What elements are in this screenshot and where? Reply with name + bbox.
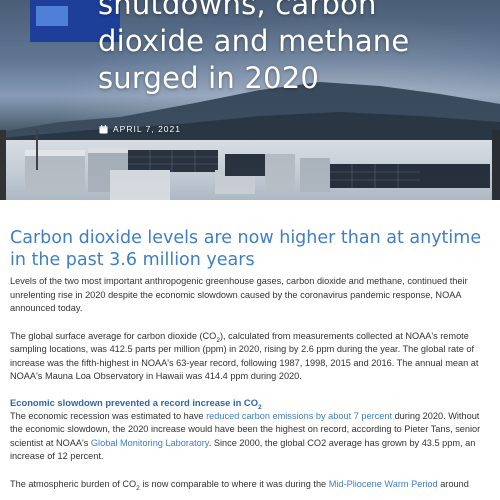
- paragraph-text: The economic recession was estimated to …: [10, 411, 206, 421]
- article-title: shutdowns, carbon dioxide and methane su…: [98, 0, 488, 97]
- publish-date: APRIL 7, 2021: [99, 124, 181, 134]
- pliocene-link[interactable]: Mid-Pliocene Warm Period: [329, 479, 438, 489]
- date-text: APRIL 7, 2021: [113, 124, 181, 134]
- paragraph-text: is now comparable to where it was during…: [140, 479, 329, 489]
- logo-mark: [36, 6, 68, 26]
- calendar-icon: [99, 125, 108, 134]
- paragraph-atmospheric-burden: The atmospheric burden of CO2 is now com…: [10, 478, 490, 492]
- section-subheading: Economic slowdown prevented a record inc…: [10, 397, 490, 409]
- gml-link[interactable]: Global Monitoring Laboratory: [91, 438, 209, 448]
- paragraph-text: around: [438, 479, 469, 489]
- lead-heading: Carbon dioxide levels are now higher tha…: [10, 227, 490, 271]
- paragraph-global-average: The global surface average for carbon di…: [10, 330, 490, 384]
- article-body: Carbon dioxide levels are now higher tha…: [10, 227, 490, 491]
- paragraph-text: The atmospheric burden of CO: [10, 479, 136, 489]
- paragraph-economic-slowdown: The economic recession was estimated to …: [10, 410, 490, 464]
- emissions-link[interactable]: reduced carbon emissions by about 7 perc…: [206, 411, 392, 421]
- paragraph-intro: Levels of the two most important anthrop…: [10, 275, 490, 316]
- hero-image: shutdowns, carbon dioxide and methane su…: [0, 0, 500, 200]
- subheading-text: Economic slowdown prevented a record inc…: [10, 397, 258, 408]
- paragraph-text: The global surface average for carbon di…: [10, 331, 216, 341]
